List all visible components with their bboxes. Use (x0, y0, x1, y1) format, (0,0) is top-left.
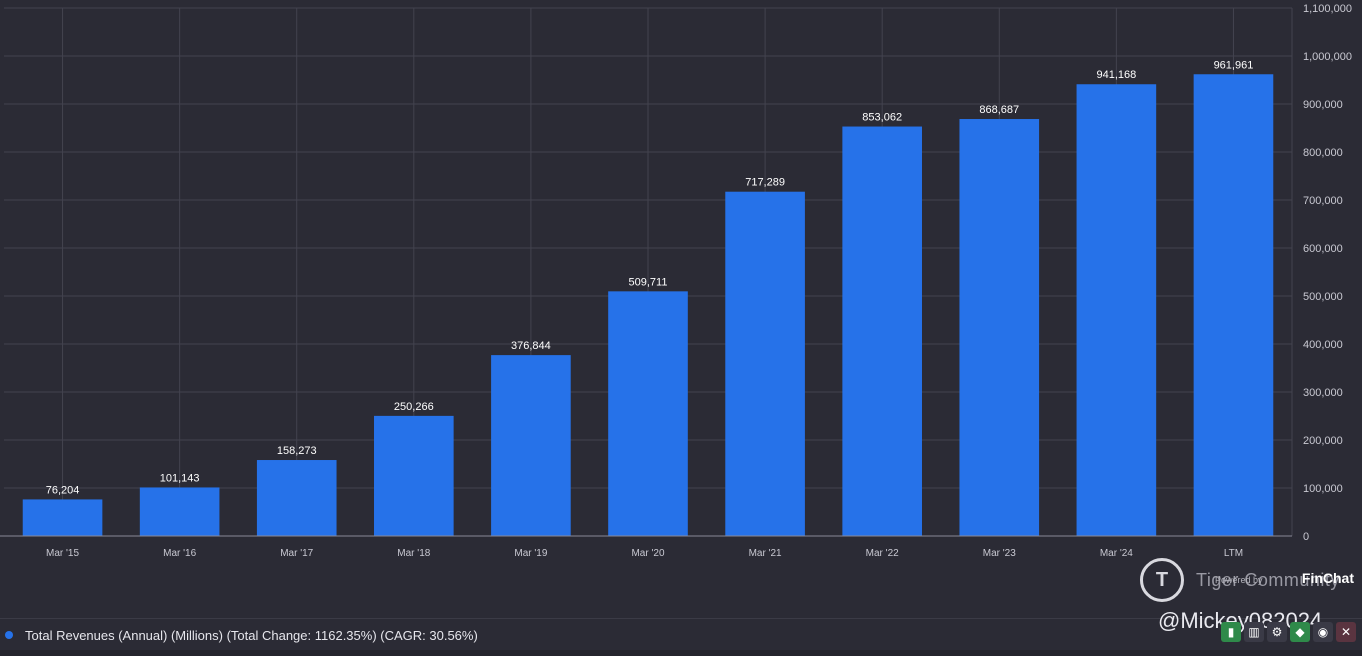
x-tick-label: Mar '23 (983, 548, 1016, 559)
bar-value-label: 158,273 (277, 445, 317, 457)
y-tick-label: 800,000 (1303, 147, 1343, 159)
bar-chart-icon[interactable]: ▮ (1221, 622, 1241, 642)
x-tick-label: Mar '18 (397, 548, 430, 559)
close-icon[interactable]: ✕ (1336, 622, 1356, 642)
chart-area: 0 100,000 200,000 300,000 400,000 500,000 600,… (0, 3, 1352, 559)
y-tick-label: 1,000,000 (1303, 51, 1352, 63)
bar (139, 487, 220, 536)
x-tick-label: Mar '21 (749, 548, 782, 559)
bar (1193, 74, 1274, 536)
y-tick-label: 1,100,000 (1303, 3, 1352, 15)
y-tick-label: 100,000 (1303, 483, 1343, 495)
y-tick-label: 500,000 (1303, 291, 1343, 303)
x-tick-label: Mar '22 (866, 548, 899, 559)
x-tick-label: Mar '24 (1100, 548, 1133, 559)
y-tick-label: 900,000 (1303, 99, 1343, 111)
y-tick-label: 700,000 (1303, 195, 1343, 207)
y-tick-label: 400,000 (1303, 339, 1343, 351)
eye-icon[interactable]: ◉ (1313, 622, 1333, 642)
finchat-logo-text: FinChat (1301, 570, 1354, 586)
bar (374, 415, 454, 536)
bar (256, 460, 337, 536)
tag-icon[interactable]: ◆ (1290, 622, 1310, 642)
revenue-bar-chart: 0 100,000 200,000 300,000 400,000 500,000 600,… (0, 3, 1352, 559)
settings-icon[interactable]: ⚙ (1267, 622, 1287, 642)
bar-value-label: 376,844 (511, 340, 551, 352)
bar-value-label: 717,289 (745, 177, 785, 189)
chart-toolbar: ▮ ▥ ⚙ ◆ ◉ ✕ (1221, 622, 1356, 642)
branding: T Tiger Community Powered by FinChat (1140, 555, 1362, 605)
bottom-strip (0, 650, 1362, 656)
bar-value-label: 76,204 (46, 484, 80, 496)
bar-value-label: 941,168 (1096, 69, 1136, 81)
bar (1076, 84, 1157, 537)
y-tick-label: 0 (1303, 531, 1309, 543)
bar-value-label: 509,711 (629, 276, 668, 288)
bar-value-label: 868,687 (979, 104, 1019, 116)
bar (608, 291, 688, 536)
bar-value-label: 250,266 (394, 401, 434, 413)
bar-value-label: 961,961 (1214, 59, 1254, 71)
x-tick-label: Mar '15 (46, 548, 79, 559)
legend-label[interactable]: Total Revenues (Annual) (Millions) (Tota… (25, 627, 478, 643)
bar-value-label: 101,143 (160, 472, 200, 484)
bar (725, 191, 805, 536)
chart-footer: Total Revenues (Annual) (Millions) (Tota… (0, 618, 1362, 651)
bar (22, 499, 103, 536)
bar-value-label: 853,062 (862, 112, 902, 124)
bar (842, 126, 922, 536)
tiger-logo-icon: T (1140, 558, 1184, 602)
x-tick-label: Mar '16 (163, 548, 196, 559)
column-chart-icon[interactable]: ▥ (1244, 622, 1264, 642)
tiger-community-text: Tiger Community (1196, 569, 1340, 590)
powered-by-text: Powered by (1215, 575, 1263, 585)
x-tick-label: Mar '20 (631, 548, 664, 559)
x-tick-label: Mar '17 (280, 548, 313, 559)
y-tick-label: 200,000 (1303, 435, 1343, 447)
x-tick-label: LTM (1224, 548, 1243, 559)
y-tick-label: 600,000 (1303, 243, 1343, 255)
legend-dot (5, 631, 13, 639)
x-tick-label: Mar '19 (514, 548, 547, 559)
bar (959, 119, 1040, 536)
bar (491, 355, 571, 536)
y-tick-label: 300,000 (1303, 387, 1343, 399)
